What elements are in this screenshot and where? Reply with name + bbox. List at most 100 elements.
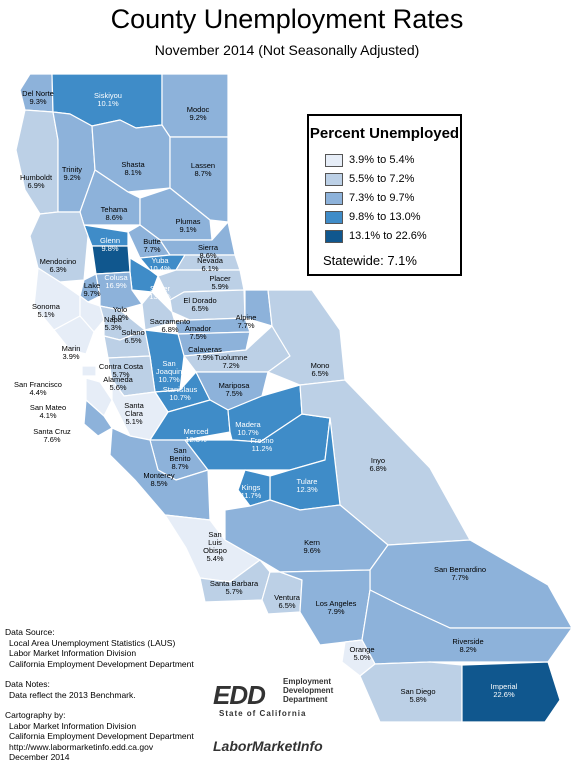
county-label-tuolumne: Tuolumne 7.2% [214, 353, 247, 370]
county-label-glenn: Glenn 9.8% [100, 236, 120, 253]
cartography-date: December 2014 [9, 752, 70, 762]
county-amador [174, 317, 251, 335]
county-label-tulare: Tulare 12.3% [296, 477, 318, 494]
data-source-note: Data Source: Local Area Unemployment Sta… [5, 627, 194, 669]
county-label-calaveras: Calaveras 7.9% [188, 345, 222, 362]
county-label-contra-costa: Contra Costa 5.7% [99, 362, 144, 379]
labormarketinfo-logo: LaborMarketInfo [213, 738, 323, 754]
county-label-solano: Solano 6.5% [121, 328, 144, 345]
legend-title: Percent Unemployed [309, 125, 460, 142]
county-label-san-luis-obispo: San Luis Obispo 5.4% [203, 530, 227, 563]
county-label-imperial: Imperial 22.6% [491, 682, 518, 699]
legend-label: 7.3% to 9.7% [349, 192, 415, 204]
county-label-trinity: Trinity 9.2% [62, 165, 82, 182]
county-mendocino [29, 211, 89, 283]
data-notes: Data Notes: Data reflect the 2013 Benchm… [5, 679, 136, 700]
legend-row: 5.5% to 7.2% [325, 171, 414, 187]
edd-logo-state: State of California [219, 709, 307, 718]
legend-swatch-2 [325, 172, 343, 186]
edd-logo-words: Employment Development Department [283, 677, 333, 704]
county-label-orange: Orange 5.0% [349, 645, 374, 662]
county-label-sutter: Sutter 13.0% [149, 284, 171, 301]
county-marin [53, 315, 95, 355]
legend-swatch-3 [325, 191, 343, 205]
county-label-alpine: Alpine 7.7% [236, 313, 257, 330]
legend-row: 9.8% to 13.0% [325, 209, 421, 225]
county-label-san-benito: San Benito 8.7% [169, 446, 190, 471]
county-san-mateo [85, 377, 113, 417]
legend-label: 9.8% to 13.0% [349, 211, 421, 223]
county-label-napa: Napa 5.3% [104, 315, 123, 332]
data-notes-heading: Data Notes: [5, 679, 50, 689]
county-los-angeles [279, 569, 371, 646]
county-label-santa-barbara: Santa Barbara 5.7% [210, 579, 259, 596]
data-source-line: California Employment Development Depart… [9, 658, 194, 669]
map-title: County Unemployment Rates [110, 4, 464, 34]
county-label-siskiyou: Siskiyou 10.1% [94, 91, 122, 108]
legend-swatch-5 [325, 229, 343, 243]
map-subtitle: November 2014 (Not Seasonally Adjusted) [154, 42, 420, 58]
legend-row: 7.3% to 9.7% [325, 190, 414, 206]
county-label-modoc: Modoc 9.2% [187, 105, 210, 122]
legend-label: 3.9% to 5.4% [349, 154, 415, 166]
county-label-inyo: Inyo 6.8% [369, 456, 386, 473]
legend-row: 13.1% to 22.6% [325, 228, 427, 244]
county-label-san-joaquin: San Joaquin 10.7% [156, 359, 182, 384]
cartography-url: http://www.labormarketinfo.edd.ca.gov [9, 741, 154, 752]
county-san-francisco [81, 365, 97, 377]
edd-logo: EDD Employment Development Department St… [213, 677, 345, 722]
county-label-los-angeles: Los Angeles 7.9% [316, 599, 357, 616]
county-label-san-francisco: San Francisco 4.4% [14, 380, 62, 397]
county-label-kings: Kings 11.7% [241, 483, 262, 500]
legend-row: 3.9% to 5.4% [325, 152, 414, 168]
data-source-line: Local Area Unemployment Statistics (LAUS… [9, 637, 176, 648]
county-label-riverside: Riverside 8.2% [452, 637, 483, 654]
county-humboldt [15, 109, 59, 215]
cartography-heading: Cartography by: [5, 710, 66, 720]
edd-logo-word: Employment [283, 677, 332, 686]
data-source-line: Labor Market Information Division [9, 648, 137, 658]
county-label-kern: Kern 9.6% [303, 538, 320, 555]
county-santa-cruz [83, 399, 113, 437]
county-label-merced: Merced 12.3% [183, 427, 208, 444]
county-label-san-bernardino: San Bernardino 7.7% [434, 565, 486, 582]
county-label-colusa: Colusa 16.9% [104, 273, 128, 290]
county-label-san-diego: San Diego 5.8% [400, 687, 435, 704]
county-yolo [95, 271, 143, 311]
county-label-mendocino: Mendocino 6.3% [40, 257, 77, 274]
county-label-humboldt: Humboldt 6.9% [20, 173, 53, 190]
county-label-ventura: Ventura 6.5% [274, 593, 301, 610]
county-label-shasta: Shasta 8.1% [121, 160, 145, 177]
county-label-mariposa: Mariposa 7.5% [219, 381, 251, 398]
edd-logo-word: Development [283, 686, 334, 695]
legend-label: 13.1% to 22.6% [349, 230, 427, 242]
county-label-nevada: Nevada 6.1% [197, 256, 224, 273]
edd-logo-word: Department [283, 695, 328, 704]
county-label-santa-clara: Santa Clara 5.1% [124, 401, 144, 426]
county-label-sierra: Sierra 8.6% [198, 243, 219, 260]
legend-swatch-4 [325, 210, 343, 224]
county-label-mono: Mono 6.5% [311, 361, 330, 378]
data-notes-line: Data reflect the 2013 Benchmark. [9, 689, 136, 700]
county-label-plumas: Plumas 9.1% [175, 217, 200, 234]
county-label-marin: Marin 3.9% [62, 344, 81, 361]
county-label-tehama: Tehama 8.6% [101, 205, 129, 222]
county-mono [267, 289, 346, 386]
county-label-el-dorado: El Dorado 6.5% [183, 296, 216, 313]
county-label-madera: Madera 10.7% [235, 420, 261, 437]
county-monterey [109, 427, 211, 521]
county-label-butte: Butte 7.7% [143, 237, 161, 254]
legend-swatch-1 [325, 153, 343, 167]
county-label-alameda: Alameda 5.6% [103, 375, 133, 392]
county-label-placer: Placer 5.9% [209, 274, 231, 291]
county-imperial [461, 661, 561, 723]
data-source-heading: Data Source: [5, 627, 55, 637]
county-label-lassen: Lassen 8.7% [191, 161, 215, 178]
legend: Percent Unemployed 3.9% to 5.4% 5.5% to … [307, 114, 462, 276]
county-label-fresno: Fresno 11.2% [250, 436, 273, 453]
county-label-monterey: Monterey 8.5% [143, 471, 175, 488]
county-label-del-norte: Del Norte 9.3% [22, 89, 54, 106]
cartography-line: Labor Market Information Division [9, 720, 137, 731]
cartography-note: Cartography by: Labor Market Information… [5, 710, 194, 763]
